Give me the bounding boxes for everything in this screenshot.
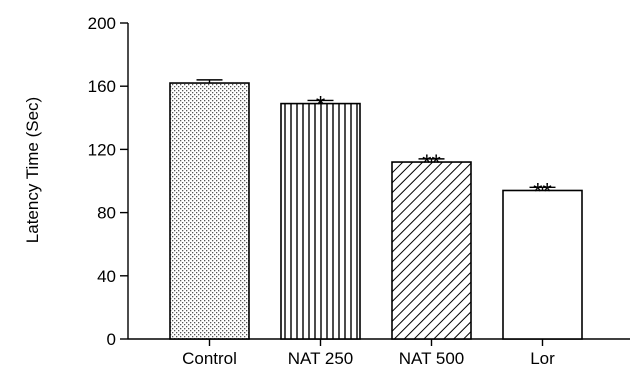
y-tick-label: 0 bbox=[107, 330, 116, 349]
significance-marker: ** bbox=[533, 178, 552, 205]
bar bbox=[502, 189, 583, 340]
x-tick-label: Control bbox=[182, 349, 237, 368]
bar bbox=[280, 102, 361, 340]
y-axis-label: Latency Time (Sec) bbox=[23, 97, 42, 243]
bars: ***** bbox=[169, 79, 583, 340]
y-tick-label: 160 bbox=[88, 77, 116, 96]
bar bbox=[169, 82, 250, 340]
significance-marker: ** bbox=[422, 150, 441, 177]
significance-marker: * bbox=[316, 91, 325, 118]
x-tick-label: Lor bbox=[530, 349, 555, 368]
y-axis: 0 40 80 120 160 200 bbox=[88, 14, 129, 349]
x-tick-labels: Control NAT 250 NAT 500 Lor bbox=[182, 349, 555, 368]
y-tick-label: 80 bbox=[97, 204, 116, 223]
bar bbox=[391, 161, 472, 340]
x-tick-label: NAT 250 bbox=[288, 349, 354, 368]
y-tick-label: 120 bbox=[88, 140, 116, 159]
y-tick-label: 200 bbox=[88, 14, 116, 33]
x-tick-label: NAT 500 bbox=[399, 349, 465, 368]
y-tick-label: 40 bbox=[97, 267, 116, 286]
x-axis bbox=[128, 338, 630, 346]
